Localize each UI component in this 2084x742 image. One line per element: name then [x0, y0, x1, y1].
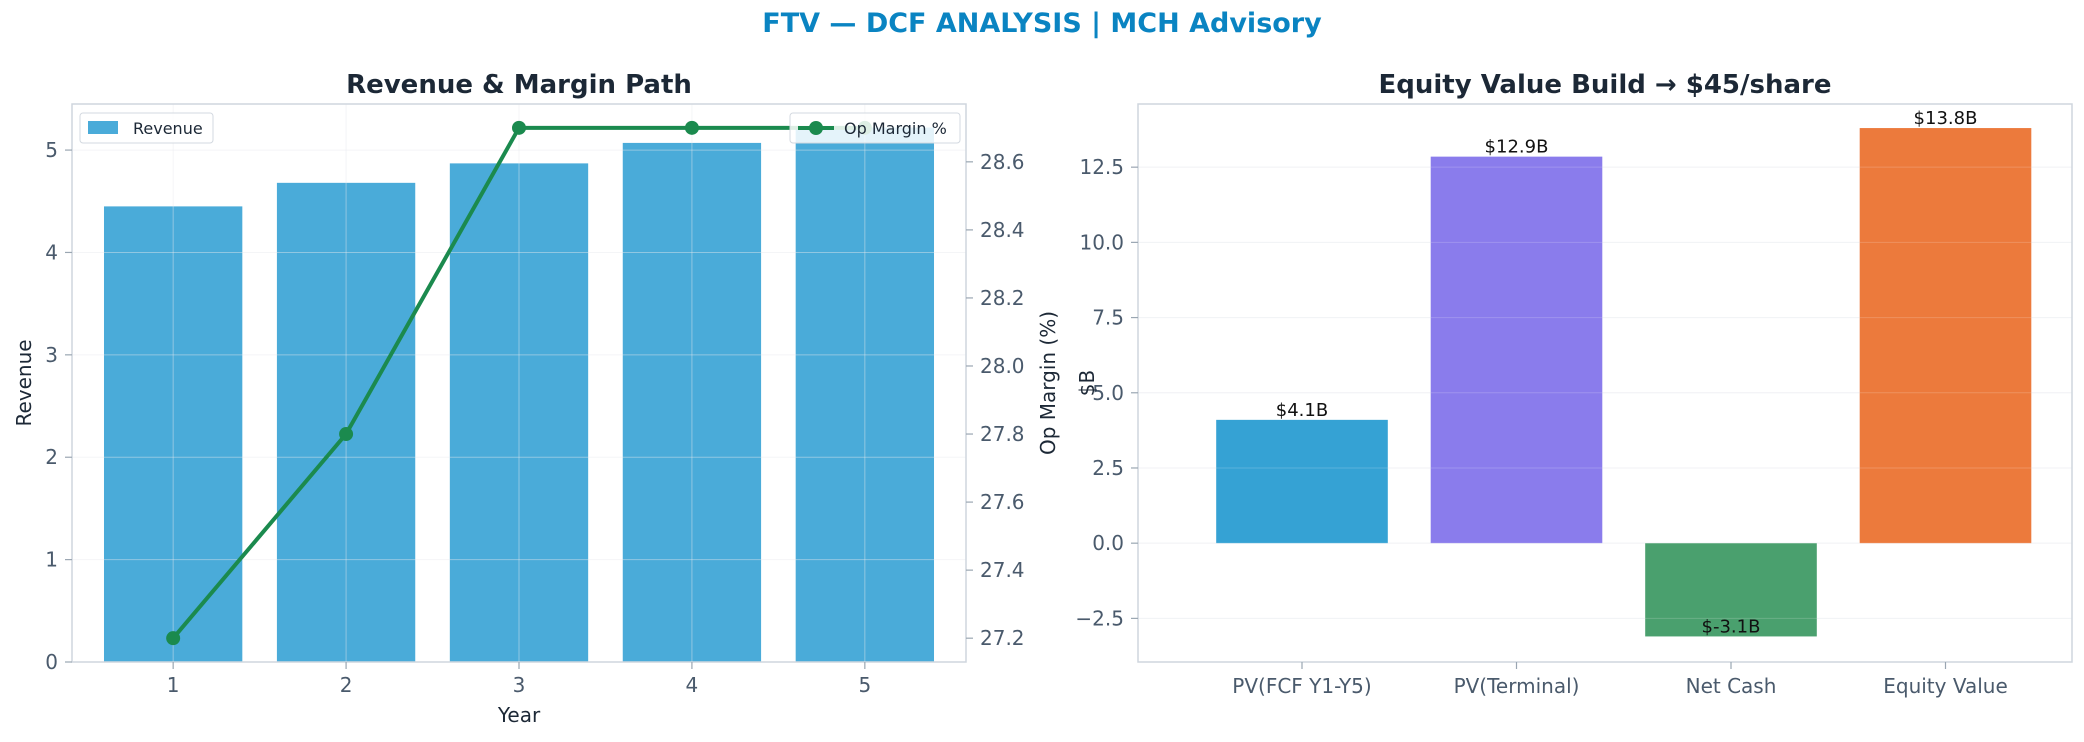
equity-bar-1 [1216, 419, 1388, 544]
equity-bar-data-label: $4.1B [1276, 400, 1328, 421]
left-ytick-label: 1 [45, 548, 58, 572]
right-ytick-label: 28.4 [980, 218, 1025, 242]
equity-bar-data-label: $-3.1B [1702, 616, 1761, 637]
right-chart-xtick-label: Equity Value [1883, 674, 2008, 698]
left-ytick-label: 2 [45, 445, 58, 469]
legend-op-margin: Op Margin % [789, 112, 961, 144]
right-chart: Equity Value Build → $45/share $4.1B $12.9… [1075, 70, 2073, 698]
equity-bar-data-label: $12.9B [1485, 137, 1549, 158]
right-chart-ytick-label: 7.5 [1092, 306, 1124, 330]
legend-op-margin-marker [809, 121, 823, 135]
op-margin-point-3 [512, 120, 526, 135]
right-chart-ytick-label: 2.5 [1092, 456, 1124, 480]
right-ytick-label: 27.6 [980, 490, 1025, 514]
right-ytick-label: 28.6 [980, 150, 1025, 174]
right-chart-ytick-label: −2.5 [1075, 606, 1124, 630]
left-ytick-label: 5 [45, 138, 58, 162]
op-margin-point-1 [166, 631, 181, 646]
legend-revenue-swatch [88, 121, 118, 134]
left-xtick-label: 3 [513, 673, 526, 697]
revenue-bar-2 [276, 182, 416, 662]
equity-bar-4 [1859, 128, 2032, 544]
right-plot-frame [1137, 103, 2073, 663]
legend-op-margin-box [789, 112, 961, 144]
right-chart-ytick-label: 0.0 [1092, 531, 1124, 555]
left-chart: Revenue & Margin Path 0 1 2 3 4 5 1 2 3 4 5 27.2 27.4… [12, 70, 1060, 727]
right-chart-xtick-label: PV(FCF Y1-Y5) [1232, 674, 1371, 698]
left-yaxis-label: Revenue [12, 339, 36, 426]
op-margin-point-4 [684, 120, 699, 135]
left-chart-title: Revenue & Margin Path [346, 70, 692, 100]
legend-revenue: Revenue [79, 112, 214, 144]
equity-bar-2 [1430, 156, 1603, 544]
legend-revenue-label: Revenue [133, 119, 203, 138]
right-chart-ytick-label: 12.5 [1079, 155, 1124, 179]
left-xtick-label: 1 [167, 673, 180, 697]
legend-revenue-box [79, 112, 214, 144]
revenue-bar-3 [449, 163, 589, 662]
right-ytick-label: 27.4 [980, 558, 1025, 582]
op-margin-point-2 [339, 427, 354, 442]
right-ytick-label: 28.2 [980, 286, 1025, 310]
equity-bar-3 [1645, 543, 1817, 637]
revenue-bar-4 [622, 142, 762, 662]
left-ytick-label: 3 [45, 343, 58, 367]
right-chart-ytick-label: 5.0 [1092, 381, 1124, 405]
left-xaxis-label: Year [497, 703, 541, 727]
equity-bar-data-label: $13.8B [1914, 108, 1978, 129]
left-xtick-label: 5 [858, 673, 871, 697]
left-ytick-label: 0 [45, 650, 58, 674]
left-xtick-label: 4 [686, 673, 699, 697]
right-ytick-label: 27.2 [980, 626, 1025, 650]
right-chart-ytick-label: 10.0 [1079, 230, 1124, 254]
right-chart-xtick-label: PV(Terminal) [1454, 674, 1580, 698]
left-ytick-label: 4 [45, 240, 58, 264]
figure-suptitle: FTV — DCF ANALYSIS | MCH Advisory [762, 8, 1322, 39]
right-chart-yaxis-label: $B [1075, 370, 1099, 396]
right-ytick-label: 28.0 [980, 354, 1025, 378]
right-yaxis-label: Op Margin (%) [1036, 311, 1060, 455]
left-xtick-label: 2 [340, 673, 353, 697]
right-chart-title: Equity Value Build → $45/share [1379, 70, 1832, 100]
right-chart-xtick-label: Net Cash [1686, 674, 1777, 698]
legend-op-margin-label: Op Margin % [844, 119, 947, 138]
revenue-bar-5 [795, 127, 935, 662]
right-ytick-label: 27.8 [980, 422, 1025, 446]
